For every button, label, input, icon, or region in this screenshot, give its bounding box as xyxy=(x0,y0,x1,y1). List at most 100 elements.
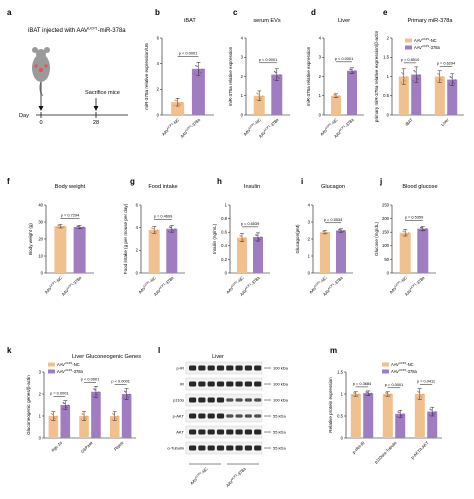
data-point xyxy=(58,224,60,227)
blot-band xyxy=(198,413,206,419)
data-point xyxy=(452,81,455,84)
data-point xyxy=(418,391,420,393)
data-point xyxy=(416,77,419,80)
data-point xyxy=(405,232,407,235)
data-point xyxy=(448,83,451,85)
y-tick-label: 4 xyxy=(308,202,311,207)
blot-band xyxy=(207,429,215,435)
x-tick-label: AAVUCP1-NC xyxy=(308,275,328,295)
p-value: p = 0.0001 xyxy=(50,391,69,396)
data-point xyxy=(179,103,182,106)
bar-nc-0 xyxy=(398,76,409,115)
x-tick-label: Pepck xyxy=(113,440,125,452)
panel-j-title: Blood glucose xyxy=(402,184,437,190)
panel-m-letter: m xyxy=(330,346,337,355)
data-point xyxy=(424,229,426,231)
data-point xyxy=(327,231,329,234)
blot-band xyxy=(198,445,206,451)
data-point xyxy=(127,396,129,398)
day-28: 28 xyxy=(93,120,99,126)
y-tick-label: 2 xyxy=(319,74,322,79)
data-point xyxy=(321,232,323,235)
blot-band xyxy=(235,445,243,451)
data-point xyxy=(428,414,431,416)
data-point xyxy=(349,68,351,70)
data-point xyxy=(67,404,69,407)
legend-swatch xyxy=(405,45,412,50)
blot-band xyxy=(235,381,243,387)
data-point xyxy=(364,394,367,396)
y-tick-label: 6 xyxy=(136,202,139,207)
y-tick-label: 30 xyxy=(38,219,43,224)
data-point xyxy=(65,405,67,407)
data-point xyxy=(449,75,451,78)
data-point xyxy=(151,227,153,229)
data-point xyxy=(341,230,343,233)
bar-378a xyxy=(191,68,205,115)
panel-g-chart: g Food intake 0 2 4 6 Food intake (g per mouse… xyxy=(123,177,185,297)
panel-k-chart: k Liver Gluconeogenic Genes 0 1 2 3 Gluconeoge… xyxy=(7,346,141,454)
data-point xyxy=(421,227,423,229)
y-axis-label: Food intake (g per mouse per day) xyxy=(123,203,128,274)
data-point xyxy=(405,80,407,83)
bar-NC xyxy=(253,95,265,115)
blot-band xyxy=(216,413,225,419)
x-tick-label: Liver xyxy=(440,117,450,127)
data-point xyxy=(173,104,175,106)
data-point xyxy=(352,395,354,397)
x-tick-label: AAVUCP1-NC xyxy=(388,275,408,295)
x-tick-label: AAVUCP1-378a xyxy=(238,274,261,297)
x-tick-label: AAVUCP1-378a xyxy=(403,274,426,297)
panel-a: a iBAT injected with AAVUCP1-miR-378a Sa… xyxy=(7,8,128,126)
x-tick-label: AAVUCP1-378a xyxy=(60,274,83,297)
data-point xyxy=(333,94,335,96)
panel-d-letter: d xyxy=(311,8,316,17)
x-tick-label: AAVUCP1-NC xyxy=(319,117,339,137)
y-tick-label: 0 xyxy=(225,270,228,275)
data-point xyxy=(84,417,86,419)
data-point xyxy=(439,77,441,79)
data-point xyxy=(152,227,154,230)
data-point xyxy=(53,416,55,418)
data-point xyxy=(400,81,402,84)
panel-g-title: Food intake xyxy=(148,184,177,190)
data-point xyxy=(429,408,431,411)
y-tick-label: 1 xyxy=(39,413,42,418)
blot-band xyxy=(244,429,252,435)
bar-NC xyxy=(237,237,247,273)
panel-i-chart: i Glucagon 0 1 2 3 4 Glucagon(pM) AAVUCP1-NCAAVU… xyxy=(295,177,353,297)
data-point xyxy=(170,226,172,229)
data-point xyxy=(255,234,257,236)
y-tick-label: 1 xyxy=(241,93,244,98)
bar-378a-0 xyxy=(411,74,422,115)
blot-band xyxy=(254,429,262,435)
bar-378a-1 xyxy=(395,413,406,438)
data-point xyxy=(96,393,98,396)
y-tick-label: 1 xyxy=(341,391,344,396)
blot-band xyxy=(226,398,234,402)
data-point xyxy=(238,240,240,242)
data-point xyxy=(417,390,419,393)
data-point xyxy=(442,76,444,78)
data-point xyxy=(336,96,338,98)
data-point xyxy=(200,72,202,74)
data-point xyxy=(438,73,440,76)
data-point xyxy=(452,80,454,82)
panel-j-letter: j xyxy=(379,177,382,186)
y-tick-label: 2 xyxy=(136,248,139,253)
data-point xyxy=(420,395,422,398)
data-point xyxy=(128,396,130,399)
panel-f-title: Body weight xyxy=(55,184,86,190)
x-tick-label: G6Pase xyxy=(80,440,95,455)
data-point xyxy=(97,394,99,397)
data-point xyxy=(123,390,126,392)
bar-378a-0 xyxy=(363,393,374,438)
data-point xyxy=(82,226,84,228)
legend-swatch xyxy=(48,369,55,374)
blot-band xyxy=(189,397,197,403)
data-point xyxy=(425,228,427,230)
blot-band xyxy=(216,429,225,435)
data-point xyxy=(419,226,422,229)
blot-band xyxy=(216,381,225,387)
band-label: p-AKT xyxy=(173,414,185,419)
